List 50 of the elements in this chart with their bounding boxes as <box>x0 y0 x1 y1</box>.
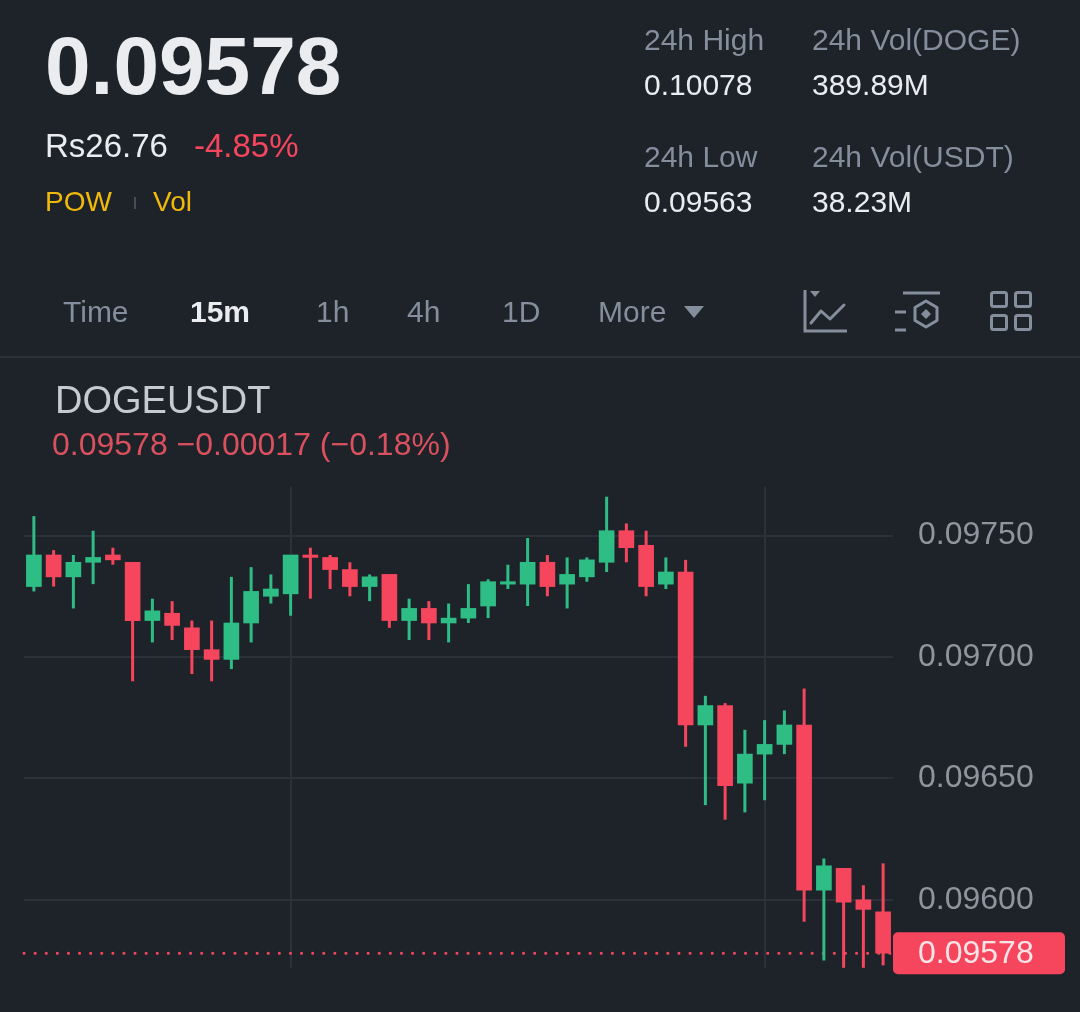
text: 4h <box>407 295 441 328</box>
candlestick <box>579 557 595 582</box>
candlestick <box>164 601 180 640</box>
text: 0.09563 <box>644 185 753 218</box>
chart-title: DOGEUSDT <box>55 379 271 421</box>
text: More <box>598 295 667 328</box>
text: -4.85% <box>194 127 299 164</box>
candlestick <box>263 574 279 604</box>
candlestick <box>756 720 773 801</box>
candlestick <box>203 620 220 682</box>
candlestick <box>144 598 161 643</box>
text: 1h <box>316 295 350 328</box>
text: 24h Vol(USDT) <box>812 140 1014 173</box>
text: Vol <box>153 186 192 217</box>
candlestick <box>421 601 437 640</box>
candlestick <box>500 564 516 589</box>
text: 0.10078 <box>644 68 753 101</box>
text: 0.09578 <box>45 20 342 111</box>
candlestick <box>460 584 477 623</box>
text: 389.89M <box>812 68 929 101</box>
candlestick <box>776 710 793 756</box>
y-tick-label: 0.09700 <box>918 636 1034 673</box>
candlestick <box>85 530 101 586</box>
text: 38.23M <box>812 185 913 218</box>
chart-subtitle: 0.09578 −0.00017 (−0.18%) <box>52 426 451 462</box>
candlestick <box>302 547 319 599</box>
candlestick <box>361 574 378 603</box>
candlestick <box>322 554 338 589</box>
ref-line-label: 0.09578 <box>918 934 1034 971</box>
candlestick <box>697 694 714 807</box>
text: 24h Low <box>644 140 758 173</box>
candlestick <box>184 620 200 674</box>
y-tick-label: 0.09600 <box>918 879 1034 916</box>
text: 1D <box>502 295 541 328</box>
candlestick <box>519 537 536 606</box>
y-tick-label: 0.09750 <box>918 515 1034 552</box>
candlestick <box>559 557 575 609</box>
candlestick <box>401 598 417 640</box>
candlestick <box>618 523 635 563</box>
text: 24h Vol(DOGE) <box>812 23 1021 56</box>
y-tick-label: 0.09650 <box>918 758 1034 795</box>
candlestick <box>65 554 82 609</box>
text: Time <box>63 295 129 328</box>
candlestick <box>45 550 62 587</box>
text: 15m <box>190 295 251 328</box>
text: Rs26.76 <box>45 127 168 164</box>
text: 24h High <box>644 23 765 56</box>
candlestick <box>342 562 358 597</box>
text: POW <box>45 186 112 217</box>
candlestick <box>658 557 674 589</box>
